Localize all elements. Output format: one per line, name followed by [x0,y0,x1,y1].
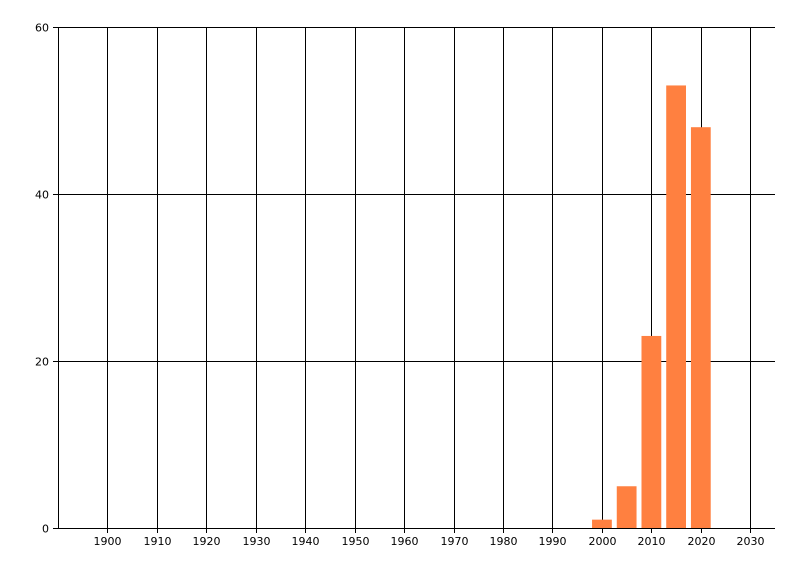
x-tick-label: 2030 [737,535,765,548]
y-tick-label: 60 [35,22,49,35]
x-tick-label: 1910 [144,535,172,548]
x-tick-label: 1950 [342,535,370,548]
bar-2020 [690,127,711,528]
x-tick-label: 1980 [490,535,518,548]
y-tick-label: 20 [35,356,49,369]
x-tick-label: 2020 [688,535,716,548]
x-tick-label: 2000 [589,535,617,548]
x-tick-label: 1900 [94,535,122,548]
x-tick-label: 1990 [539,535,567,548]
x-tick-label: 1930 [243,535,271,548]
x-tick-label: 1920 [193,535,221,548]
bar-2010 [641,335,662,528]
x-tick-label: 1960 [391,535,419,548]
bar-2005 [616,486,637,528]
x-tick-label: 1970 [441,535,469,548]
y-tick-label: 0 [42,523,49,536]
y-tick-label: 40 [35,189,49,202]
x-tick-label: 1940 [292,535,320,548]
x-tick-label: 2010 [638,535,666,548]
bar-2000 [592,519,612,528]
bar-2015 [666,85,686,528]
